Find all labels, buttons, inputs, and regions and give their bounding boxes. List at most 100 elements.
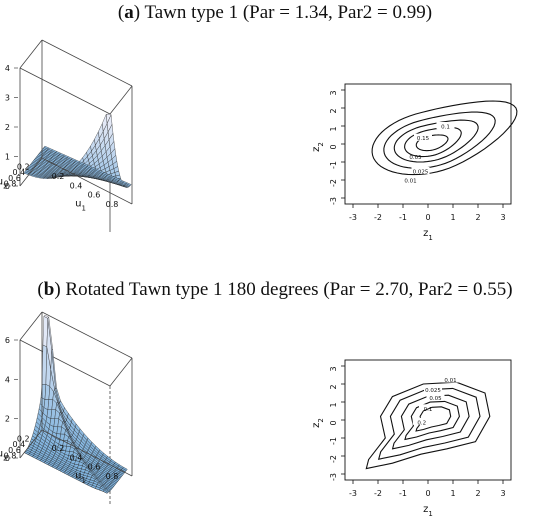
u2-axis-label: u2 [0, 449, 8, 463]
y-tick-label: 3 [329, 366, 338, 371]
u1-axis-label: u1 [75, 199, 86, 213]
contour-line [383, 111, 496, 169]
contour-level-label: 0.2 [417, 420, 426, 426]
y-tick-label: -2 [329, 179, 338, 187]
u1-tick-label: 0.2 [52, 172, 65, 181]
contour-line [377, 387, 481, 460]
contour-label-bg [412, 417, 431, 425]
u2-tick-label: 0.8 [4, 451, 17, 460]
caption-b: (b) Rotated Tawn type 1 180 degrees (Par… [37, 279, 513, 300]
y-tick-label: -3 [329, 197, 338, 205]
contour-label-bg [401, 176, 420, 183]
x-axis-label: z1 [423, 228, 433, 242]
box-edge [41, 157, 133, 205]
z-tick-label: 0 [5, 182, 10, 191]
u2-axis-label: u2 [0, 177, 8, 191]
contour-level-label: 0.1 [441, 125, 450, 131]
contour-label-bg [436, 122, 455, 129]
u1-tick-label: 0.2 [52, 444, 65, 453]
contour-level-label: 0.025 [425, 388, 441, 394]
u1-axis-label: u1 [75, 471, 86, 485]
y-tick-label: 0 [329, 420, 338, 425]
contour-1 [341, 359, 512, 484]
y-tick-label: 2 [329, 108, 338, 113]
contour-0 [341, 83, 518, 208]
z-tick-label: 4 [5, 375, 10, 384]
x-tick-label: -2 [374, 213, 382, 222]
contour-level-label: 0.01 [404, 179, 416, 185]
u1-tick-label: 0.8 [106, 472, 119, 481]
z-tick-label: 0 [5, 454, 10, 463]
x-tick-label: 0 [425, 489, 430, 498]
y-tick-label: -2 [329, 455, 338, 463]
surface-0 [14, 39, 133, 232]
z-tick-label: 1 [5, 153, 10, 162]
box-edge [19, 39, 43, 69]
z-tick-label: 2 [5, 415, 10, 424]
y-tick-label: 1 [329, 126, 338, 131]
surface-1 [14, 311, 133, 504]
x-tick-label: 2 [475, 213, 480, 222]
z-tick-label: 3 [5, 94, 10, 103]
box-edge [41, 39, 133, 87]
x-tick-label: 1 [450, 213, 455, 222]
contour-label-bg [424, 385, 442, 393]
u1-tick-label: 0.4 [70, 453, 83, 462]
u2-tick-label: 0.2 [17, 163, 30, 172]
contour-line [404, 126, 462, 158]
y-tick-label: 1 [329, 402, 338, 407]
x-axis-label: z1 [423, 504, 433, 518]
y-tick-label: -1 [329, 161, 338, 169]
caption-b-letter: b [43, 279, 55, 300]
y-tick-label: -1 [329, 437, 338, 445]
box-edge [41, 311, 133, 359]
contour-level-label: 0.1 [424, 407, 433, 413]
z-tick-label: 2 [5, 123, 10, 132]
y-axis-label: z2 [311, 142, 325, 152]
surface-facet [122, 466, 128, 471]
x-tick-label: 1 [450, 489, 455, 498]
u2-tick-label: 0.2 [17, 435, 30, 444]
y-tick-label: 2 [329, 384, 338, 389]
u2-tick-label: 0.6 [8, 446, 21, 455]
x-tick-label: 2 [475, 489, 480, 498]
contour-level-label: 0.05 [409, 155, 422, 161]
contour-line [391, 394, 470, 450]
x-tick-label: -3 [349, 489, 357, 498]
u1-tick-label: 0.6 [88, 463, 101, 472]
u2-tick-label: 0.4 [12, 440, 25, 449]
contour-label-bg [419, 404, 437, 412]
caption-a-letter: a [124, 2, 134, 23]
y-tick-label: -3 [329, 473, 338, 481]
x-tick-label: -3 [349, 213, 357, 222]
contour-label-bg [414, 133, 432, 141]
contour-line [415, 134, 449, 152]
x-tick-label: -1 [399, 489, 407, 498]
contour-level-label: 0.05 [429, 396, 442, 402]
box-edge [19, 157, 43, 187]
box-edge [19, 339, 111, 387]
box-edge [19, 67, 111, 115]
x-tick-label: 0 [425, 213, 430, 222]
caption-a: (a) Tawn type 1 (Par = 1.34, Par2 = 0.99… [117, 2, 433, 23]
contour-line [371, 100, 518, 176]
contour-level-label: 0.15 [417, 136, 430, 142]
x-tick-label: 3 [500, 213, 505, 222]
plot-frame [344, 83, 512, 205]
u1-tick-label: 0.4 [70, 181, 83, 190]
u2-tick-label: 0.8 [4, 179, 17, 188]
contour-level-label: 0.01 [444, 378, 456, 384]
caption-a-text: Tawn type 1 (Par = 1.34, Par2 = 0.99) [144, 2, 433, 23]
contour-line [393, 119, 479, 163]
z-tick-label: 4 [5, 64, 10, 73]
z-tick-label: 6 [5, 336, 10, 345]
box-edge [41, 429, 133, 477]
contour-line [365, 381, 491, 470]
contour-level-label: 0.025 [413, 170, 429, 176]
x-tick-label: 3 [500, 489, 505, 498]
surface-facet [126, 182, 132, 186]
y-tick-label: 3 [329, 90, 338, 95]
caption-b-text: Rotated Tawn type 1 180 degrees (Par = 2… [65, 279, 513, 300]
y-tick-label: 0 [329, 144, 338, 149]
